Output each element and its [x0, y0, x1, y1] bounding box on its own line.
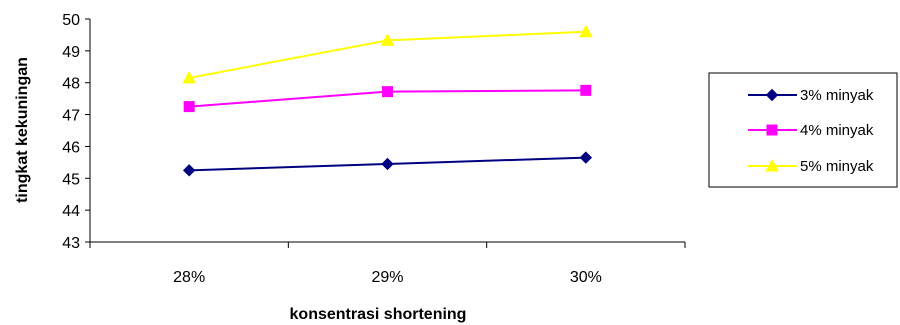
- y-tick-label: 46: [62, 139, 80, 156]
- data-point: [183, 101, 195, 113]
- legend-box: [708, 72, 898, 188]
- legend-item: 5% minyak: [748, 158, 874, 175]
- legend-label: 3% minyak: [800, 87, 874, 104]
- series-1: [183, 84, 592, 113]
- data-point: [578, 24, 593, 38]
- legend-marker: [766, 124, 778, 136]
- series-2: [182, 24, 593, 84]
- y-tick-label: 48: [62, 76, 80, 93]
- y-axis-title: tingkat kekuningan: [14, 57, 31, 203]
- x-axis-title: konsentrasi shortening: [290, 306, 467, 323]
- y-axis: 43 44 45 46 47 48 49 50: [62, 12, 91, 252]
- data-point: [182, 70, 197, 84]
- data-point: [382, 86, 393, 98]
- y-tick-label: 50: [62, 12, 80, 29]
- y-tick-label: 47: [62, 108, 80, 125]
- data-point: [380, 33, 395, 46]
- series-0: [182, 151, 593, 177]
- y-tick-label: 45: [62, 171, 80, 188]
- legend-item: 3% minyak: [748, 87, 874, 104]
- data-point: [182, 164, 196, 177]
- series-layer: [182, 24, 593, 177]
- y-tick-label: 49: [62, 44, 80, 61]
- x-axis: 28% 29% 30%: [89, 241, 686, 286]
- data-point: [579, 151, 593, 164]
- x-tick-label: 29%: [371, 269, 403, 286]
- legend: 3% minyak 4% minyak 5% minyak: [708, 72, 898, 188]
- legend-item: 4% minyak: [748, 122, 874, 139]
- legend-label: 5% minyak: [800, 158, 874, 175]
- data-point: [381, 157, 394, 171]
- y-tick-label: 44: [62, 203, 80, 220]
- legend-label: 4% minyak: [800, 122, 874, 139]
- legend-marker: [765, 158, 779, 172]
- data-point: [580, 84, 592, 96]
- y-tick-label: 43: [62, 235, 80, 252]
- x-tick-label: 28%: [173, 269, 205, 286]
- legend-marker: [765, 88, 779, 102]
- x-tick-label: 30%: [570, 269, 602, 286]
